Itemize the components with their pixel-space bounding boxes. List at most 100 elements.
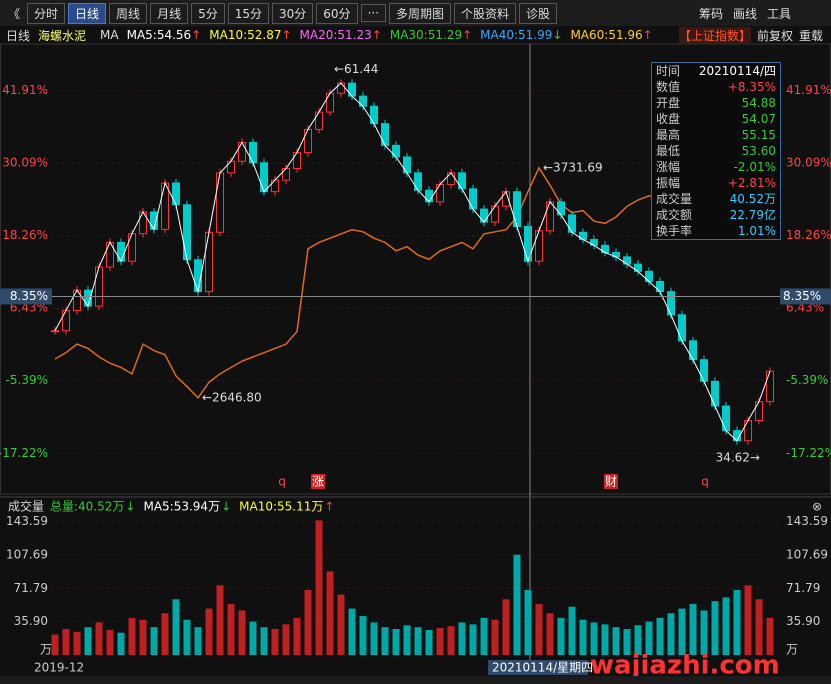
volume-bar	[447, 626, 455, 655]
volume-bar	[414, 627, 422, 655]
volume-bar	[491, 619, 499, 655]
candle	[205, 231, 213, 293]
volume-bar	[117, 632, 125, 655]
ma-arrow: ↑	[281, 28, 292, 42]
info-row: 换手率 1.01%	[652, 223, 780, 239]
ma-value: MA60:51.96	[570, 28, 643, 42]
marker-bg	[604, 474, 618, 489]
volume-arrow: ↑	[324, 500, 334, 514]
volume-arrow: ↓	[221, 500, 231, 514]
tab[interactable]: 月线	[150, 2, 189, 24]
volume-bar	[568, 606, 576, 655]
tab[interactable]: 5分	[191, 2, 225, 24]
tab[interactable]: 分时	[27, 2, 66, 24]
candle	[711, 380, 719, 407]
unit-left: 万	[40, 643, 52, 657]
ma-value: MA10:52.87	[209, 28, 282, 42]
cursor-label-left: 8.35%	[10, 289, 48, 303]
info-label: 最高	[656, 128, 681, 142]
candle	[161, 182, 169, 230]
candle	[491, 205, 499, 223]
candle	[304, 128, 312, 154]
info-row: 振幅 +2.81%	[652, 175, 780, 191]
volume-bar	[601, 624, 609, 655]
volume-bar	[348, 608, 356, 655]
candle	[656, 280, 664, 293]
volume-legend: MA10:55.11万	[239, 500, 323, 514]
tab[interactable]: 日线	[68, 2, 107, 24]
ma-arrow: ↑	[462, 28, 473, 42]
volume-bar	[238, 610, 246, 655]
ma-item: MA60:51.96↑	[570, 28, 652, 42]
candle	[326, 92, 334, 113]
candle	[260, 162, 268, 193]
info-label: 收盘	[656, 112, 681, 126]
candle	[117, 241, 125, 262]
tab[interactable]: 15分	[227, 2, 269, 24]
tab[interactable]: ···	[360, 4, 387, 22]
volume-tick-left: 143.59	[6, 514, 48, 528]
footer-start: 2019-12	[34, 661, 84, 675]
volume-bar	[513, 554, 521, 655]
date-box	[488, 660, 588, 675]
tool[interactable]: 筹码	[698, 7, 723, 21]
bottom-tabs	[0, 676, 831, 684]
info-value: 55.15	[741, 128, 776, 142]
y-tick-label-left: 30.09%	[2, 156, 48, 170]
legend-button[interactable]: 前复权	[756, 29, 793, 43]
cursor-label-right: 8.35%	[783, 289, 821, 303]
volume-bar	[51, 634, 59, 655]
candle	[282, 168, 290, 181]
legend-buttons: 【上证指数】 前复权 重载	[678, 27, 823, 44]
volume-bar	[612, 627, 620, 655]
toolbar: 《分时 日线 周线 月线 5分 15分 30分 60分 ··· 多周期图 个股资料 诊股	[0, 0, 831, 26]
tab[interactable]: 个股资料	[454, 2, 517, 24]
tab[interactable]: 多周期图	[389, 2, 452, 24]
info-row: 开盘 54.88	[652, 95, 780, 111]
tab[interactable]: 30分	[272, 2, 314, 24]
info-row: 收盘 54.07	[652, 111, 780, 127]
volume-legend: MA5:53.94万	[143, 500, 220, 514]
index-high-label: ←3731.69	[543, 160, 603, 174]
volume-bar	[150, 627, 158, 655]
watermark: wajiazhi.com	[590, 651, 780, 681]
y-tick-label-left: -17.22%	[0, 446, 48, 460]
volume-bar	[139, 619, 147, 655]
y-tick-label-right: 41.91%	[786, 83, 831, 97]
volume-bar	[194, 627, 202, 655]
volume-bar	[535, 603, 543, 655]
candle	[95, 266, 103, 307]
volume-bar	[524, 590, 532, 655]
index-line	[54, 166, 771, 399]
candle	[458, 172, 466, 190]
info-box: 时间 20210114/四 数值 +8.35% 开盘 54.88 收盘 54.07 最高 55.1…	[651, 62, 781, 240]
tab[interactable]: 周线	[109, 2, 148, 24]
candle	[447, 172, 455, 185]
price-high-label: ←61.44	[334, 62, 378, 76]
ma-arrow: ↑	[191, 28, 202, 42]
info-label: 换手率	[656, 224, 693, 238]
index-low-label: ←2646.80	[202, 390, 262, 404]
volume-bar	[106, 629, 114, 655]
tab[interactable]: 诊股	[519, 2, 558, 24]
info-value: 22.79亿	[729, 208, 776, 222]
legend-button[interactable]: 重载	[798, 29, 823, 43]
candle	[172, 182, 180, 206]
volume-bar	[766, 617, 774, 655]
legend-button[interactable]: 【上证指数】	[678, 27, 751, 44]
event-marker: 涨	[312, 474, 324, 489]
candle	[392, 144, 400, 158]
tab[interactable]: 60分	[316, 2, 358, 24]
tool[interactable]: 画线	[732, 7, 757, 21]
candle	[348, 82, 356, 97]
ma-value: MA30:51.29	[389, 28, 463, 42]
info-value: 54.88	[741, 96, 776, 110]
tool[interactable]: 工具	[766, 7, 791, 21]
y-tick-label-left: -5.39%	[6, 373, 48, 387]
back-button[interactable]: 《	[8, 6, 21, 21]
volume-bar	[436, 628, 444, 655]
info-value: 54.07	[741, 112, 776, 126]
candle	[359, 95, 367, 107]
close-line	[54, 82, 771, 442]
volume-bar	[722, 597, 730, 655]
